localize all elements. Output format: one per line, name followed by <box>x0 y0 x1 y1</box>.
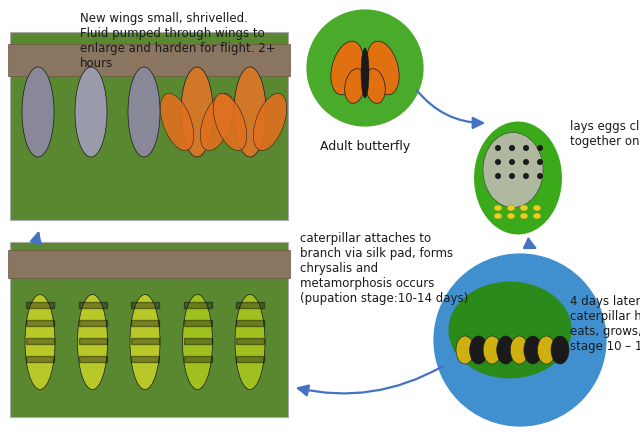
Text: lays eggs close
together on leaf: lays eggs close together on leaf <box>570 120 640 148</box>
Ellipse shape <box>25 294 55 389</box>
Ellipse shape <box>456 336 474 364</box>
Circle shape <box>523 159 529 165</box>
Ellipse shape <box>160 93 194 151</box>
FancyBboxPatch shape <box>8 44 290 76</box>
Ellipse shape <box>510 336 528 364</box>
Ellipse shape <box>483 132 543 207</box>
Ellipse shape <box>551 336 569 364</box>
FancyBboxPatch shape <box>26 338 54 344</box>
Text: 4 days later
caterpillar hatches.
eats, grows, (larval
stage 10 – 14 days): 4 days later caterpillar hatches. eats, … <box>570 295 640 353</box>
Circle shape <box>523 145 529 151</box>
Ellipse shape <box>520 205 528 211</box>
FancyBboxPatch shape <box>184 302 211 308</box>
FancyBboxPatch shape <box>131 356 159 362</box>
Ellipse shape <box>449 281 572 378</box>
FancyBboxPatch shape <box>26 302 54 308</box>
Text: caterpillar attaches to
branch via silk pad, forms
chrysalis and
metamorphosis o: caterpillar attaches to branch via silk … <box>300 232 468 305</box>
Circle shape <box>495 173 501 179</box>
FancyBboxPatch shape <box>184 338 211 344</box>
Ellipse shape <box>507 205 515 211</box>
Ellipse shape <box>253 93 287 151</box>
FancyBboxPatch shape <box>184 320 211 326</box>
FancyBboxPatch shape <box>184 356 211 362</box>
FancyBboxPatch shape <box>236 320 264 326</box>
Ellipse shape <box>497 336 515 364</box>
Text: New wings small, shrivelled.
Fluid pumped through wings to
enlarge and harden fo: New wings small, shrivelled. Fluid pumpe… <box>80 12 276 70</box>
FancyBboxPatch shape <box>10 242 288 417</box>
FancyBboxPatch shape <box>8 250 290 278</box>
FancyBboxPatch shape <box>236 302 264 308</box>
Ellipse shape <box>22 67 54 157</box>
Ellipse shape <box>520 213 528 219</box>
Circle shape <box>495 159 501 165</box>
Ellipse shape <box>533 213 541 219</box>
Circle shape <box>495 145 501 151</box>
FancyBboxPatch shape <box>26 320 54 326</box>
Ellipse shape <box>538 336 556 364</box>
FancyBboxPatch shape <box>236 356 264 362</box>
Circle shape <box>509 173 515 179</box>
Ellipse shape <box>494 205 502 211</box>
Ellipse shape <box>181 67 213 157</box>
Ellipse shape <box>507 213 515 219</box>
Ellipse shape <box>128 67 160 157</box>
Ellipse shape <box>182 294 212 389</box>
Ellipse shape <box>361 48 369 98</box>
Circle shape <box>537 173 543 179</box>
Circle shape <box>509 159 515 165</box>
Ellipse shape <box>234 67 266 157</box>
FancyBboxPatch shape <box>131 302 159 308</box>
Ellipse shape <box>470 336 488 364</box>
Ellipse shape <box>200 93 234 151</box>
Ellipse shape <box>524 336 542 364</box>
Circle shape <box>537 159 543 165</box>
FancyBboxPatch shape <box>131 320 159 326</box>
Ellipse shape <box>75 67 107 157</box>
Circle shape <box>432 252 608 428</box>
Ellipse shape <box>494 213 502 219</box>
Ellipse shape <box>305 8 425 128</box>
Ellipse shape <box>483 336 501 364</box>
Ellipse shape <box>235 294 265 389</box>
FancyBboxPatch shape <box>10 32 288 220</box>
FancyBboxPatch shape <box>79 320 106 326</box>
FancyBboxPatch shape <box>79 302 106 308</box>
Ellipse shape <box>345 69 365 103</box>
Text: Adult butterfly: Adult butterfly <box>320 140 410 153</box>
FancyBboxPatch shape <box>26 356 54 362</box>
Circle shape <box>537 145 543 151</box>
Ellipse shape <box>77 294 108 389</box>
FancyBboxPatch shape <box>79 356 106 362</box>
Ellipse shape <box>367 41 399 95</box>
Ellipse shape <box>365 69 385 103</box>
Circle shape <box>509 145 515 151</box>
FancyBboxPatch shape <box>236 338 264 344</box>
Ellipse shape <box>473 120 563 235</box>
Ellipse shape <box>130 294 160 389</box>
Ellipse shape <box>533 205 541 211</box>
FancyBboxPatch shape <box>131 338 159 344</box>
Ellipse shape <box>213 93 246 151</box>
Ellipse shape <box>331 41 363 95</box>
FancyBboxPatch shape <box>79 338 106 344</box>
Circle shape <box>523 173 529 179</box>
